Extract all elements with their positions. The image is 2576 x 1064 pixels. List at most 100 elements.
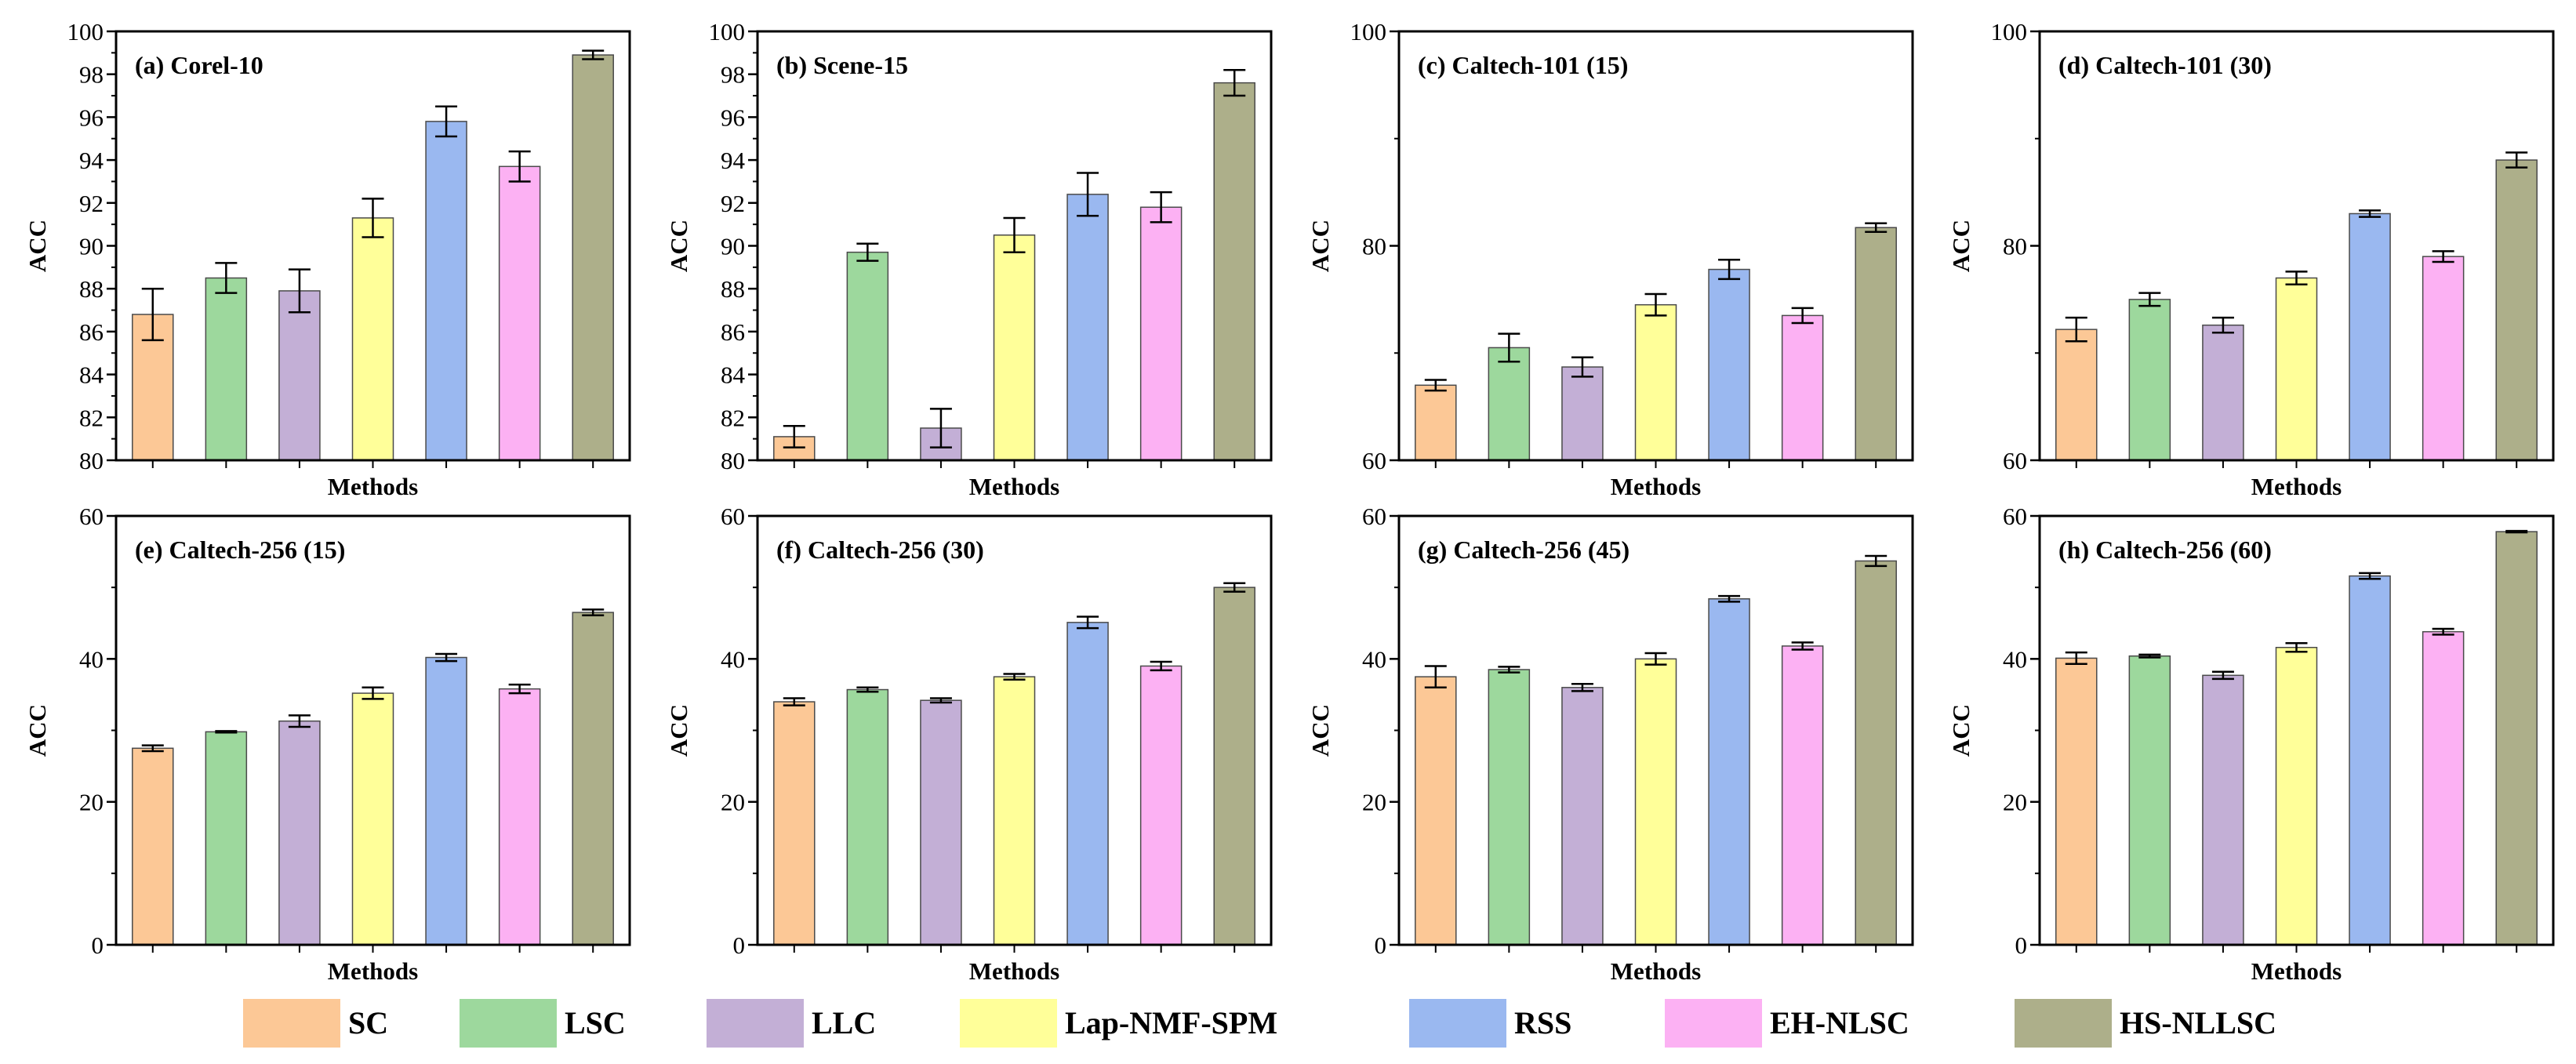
error-bar: [1718, 594, 1741, 603]
error-bar: [783, 424, 805, 448]
legend-swatch: [1409, 999, 1506, 1048]
y-tick-label: 20: [1362, 789, 1386, 816]
error-bar: [1150, 191, 1172, 223]
bar: [846, 251, 889, 461]
error-bar: [435, 105, 458, 138]
bar: [1634, 303, 1677, 461]
bar: [572, 612, 614, 946]
plot-frame: [756, 30, 1273, 462]
error-bar: [1791, 641, 1814, 651]
chart-panel: 60 80 100 (c) Caltech-101 (15) Methods ACC: [1306, 18, 1914, 500]
y-tick-label: 40: [721, 645, 745, 673]
legend-swatch: [1665, 999, 1762, 1048]
y-tick-label: 100: [709, 18, 746, 45]
chart-panel: 0 20 40 60 (h) Caltech-256 (60) Methods ACC: [1947, 503, 2555, 985]
bar: [2202, 674, 2244, 946]
x-axis-label: Methods: [2251, 473, 2342, 500]
y-tick-label: 94: [721, 147, 746, 174]
chart-title: (g) Caltech-256 (45): [1418, 536, 1630, 564]
error-bar: [2285, 642, 2308, 653]
legend-item: RSS: [1409, 999, 1571, 1048]
y-axis-label: ACC: [665, 704, 692, 757]
legend-label: SC: [348, 1005, 388, 1040]
bar: [1415, 384, 1457, 461]
y-tick-label: 60: [1362, 503, 1386, 530]
error-bar: [1498, 666, 1521, 674]
y-tick-label: 60: [2003, 503, 2027, 530]
y-axis-label: ACC: [24, 704, 51, 757]
bar: [2055, 657, 2098, 946]
bar: [572, 54, 614, 461]
y-tick-label: 92: [79, 190, 104, 217]
error-bar: [435, 652, 458, 663]
error-bar: [508, 683, 531, 695]
bar: [1213, 82, 1255, 461]
error-bar: [141, 744, 164, 753]
chart-panel: 0 20 40 60 (g) Caltech-256 (45) Methods ACC: [1306, 503, 1914, 985]
y-tick-label: 90: [79, 233, 104, 260]
y-tick-label: 20: [2003, 789, 2027, 816]
error-bar: [215, 262, 238, 294]
error-bar: [1003, 673, 1026, 681]
error-bar: [1223, 582, 1246, 593]
bar: [1634, 658, 1677, 946]
bar: [205, 731, 248, 946]
x-axis-label: Methods: [969, 473, 1059, 500]
legend-label: Lap-NMF-SPM: [1065, 1005, 1277, 1040]
error-bar: [362, 686, 384, 700]
error-bar: [1571, 356, 1593, 378]
error-bar: [2359, 209, 2382, 218]
bar: [278, 290, 321, 461]
error-bar: [1865, 554, 1887, 568]
bar: [498, 165, 541, 461]
y-tick-label: 90: [721, 233, 745, 260]
plot-frame: [2038, 514, 2555, 946]
legend-swatch: [243, 999, 340, 1048]
bar: [1708, 268, 1750, 461]
bar: [1855, 227, 1897, 461]
bar: [278, 720, 321, 946]
y-axis-label: ACC: [24, 220, 51, 272]
bar: [351, 217, 394, 461]
bar: [2422, 256, 2465, 461]
y-tick-label: 100: [1350, 18, 1387, 45]
error-bar: [1150, 660, 1172, 672]
bar: [2495, 531, 2538, 946]
bar: [993, 234, 1036, 461]
chart-title: (b) Scene-15: [776, 51, 908, 79]
bar: [1488, 669, 1531, 946]
legend-item: Lap-NMF-SPM: [960, 999, 1277, 1048]
legend-label: EH-NLSC: [1770, 1005, 1909, 1040]
bar: [773, 701, 816, 946]
error-bar: [929, 408, 952, 448]
bar: [1139, 206, 1183, 461]
y-tick-label: 0: [2015, 931, 2028, 959]
chart-title: (d) Caltech-101 (30): [2058, 51, 2272, 79]
legend-item: LLC: [707, 999, 876, 1048]
error-bar: [2432, 250, 2454, 263]
error-bar: [783, 697, 805, 706]
plot-frame: [1397, 514, 1914, 946]
error-bar: [1865, 222, 1887, 233]
legend-item: LSC: [460, 999, 626, 1048]
y-tick-label: 60: [721, 503, 745, 530]
chart-title: (e) Caltech-256 (15): [135, 536, 345, 564]
bar: [2202, 324, 2244, 461]
y-axis-label: ACC: [1306, 220, 1334, 272]
error-bar: [2505, 529, 2528, 534]
y-tick-label: 84: [721, 361, 746, 389]
y-tick-label: 100: [1991, 18, 2028, 45]
legend-label: HS-NLLSC: [2120, 1005, 2276, 1040]
legend-label: LLC: [812, 1005, 876, 1040]
legend-item: EH-NLSC: [1665, 999, 1909, 1048]
x-axis-label: Methods: [969, 957, 1059, 985]
plot-frame: [2038, 30, 2555, 462]
y-tick-label: 88: [721, 275, 745, 303]
y-tick-label: 60: [79, 503, 104, 530]
bar: [1708, 598, 1750, 946]
legend: SC LSC LLC Lap-NMF-SPM RSS EH-NLSC HS-NLLSC: [243, 999, 2276, 1048]
bar: [1781, 645, 1824, 946]
y-tick-label: 80: [2003, 233, 2027, 260]
y-tick-label: 40: [79, 645, 104, 673]
